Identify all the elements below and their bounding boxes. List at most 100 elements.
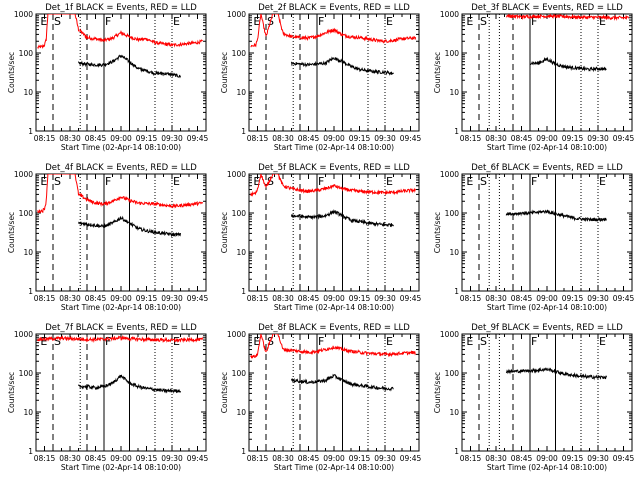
- lld-series-line: [37, 14, 203, 50]
- x-tick-label: 09:15: [562, 134, 584, 143]
- x-tick-label: 09:00: [323, 294, 345, 303]
- flag-e: E: [386, 15, 393, 28]
- flag-e: E: [253, 335, 260, 348]
- x-axis-label: Start Time (02-Apr-14 08:10:00): [274, 303, 394, 312]
- y-tick-label: 10: [23, 88, 33, 97]
- flag-f: F: [531, 175, 537, 188]
- plot-frame: [461, 333, 633, 452]
- plot-frame: [461, 13, 633, 132]
- x-tick-label: 09:15: [349, 454, 371, 463]
- x-tick-label: 09:00: [323, 134, 345, 143]
- panel-title: Det_1f BLACK = Events, RED = LLD: [45, 3, 197, 13]
- x-axis-label: Start Time (02-Apr-14 08:10:00): [61, 143, 181, 152]
- flag-f: F: [531, 335, 537, 348]
- panel-title: Det_9f BLACK = Events, RED = LLD: [471, 323, 623, 333]
- x-tick-label: 09:45: [400, 294, 422, 303]
- x-tick-label: 08:30: [485, 454, 507, 463]
- x-axis-label: Start Time (02-Apr-14 08:10:00): [487, 303, 607, 312]
- x-tick-label: 09:30: [161, 134, 183, 143]
- flag-e: E: [253, 15, 260, 28]
- x-tick-label: 08:15: [460, 454, 482, 463]
- x-tick-label: 09:30: [374, 294, 396, 303]
- x-tick-label: 09:30: [374, 134, 396, 143]
- flag-e: E: [466, 335, 473, 348]
- x-tick-label: 08:30: [272, 454, 294, 463]
- flag-e: E: [599, 175, 606, 188]
- flag-f: F: [105, 335, 111, 348]
- flag-f: F: [531, 15, 537, 28]
- x-tick-label: 08:15: [460, 134, 482, 143]
- plot-frame: [461, 173, 633, 292]
- flag-e: E: [466, 175, 473, 188]
- events-series-line: [291, 373, 394, 392]
- flag-f: F: [318, 175, 324, 188]
- y-tick-label: 1: [454, 127, 459, 136]
- flag-e: E: [386, 175, 393, 188]
- flag-e: E: [173, 15, 180, 28]
- x-tick-label: 08:45: [85, 134, 107, 143]
- y-tick-label: 10: [236, 408, 246, 417]
- x-axis-label: Start Time (02-Apr-14 08:10:00): [61, 303, 181, 312]
- x-tick-label: 08:15: [460, 294, 482, 303]
- events-series-line: [505, 366, 607, 381]
- x-tick-label: 09:45: [187, 134, 209, 143]
- y-tick-label: 10: [236, 248, 246, 257]
- panel-title: Det_4f BLACK = Events, RED = LLD: [45, 163, 197, 173]
- flag-f: F: [105, 175, 111, 188]
- y-axis-label: Counts/sec: [220, 212, 229, 253]
- flag-s: S: [267, 335, 274, 348]
- y-tick-label: 100: [445, 49, 460, 58]
- x-tick-label: 08:45: [85, 454, 107, 463]
- events-series-line: [529, 56, 607, 73]
- y-tick-label: 1: [241, 447, 246, 456]
- x-tick-label: 08:30: [485, 294, 507, 303]
- x-axis-label: Start Time (02-Apr-14 08:10:00): [487, 143, 607, 152]
- panel-title: Det_8f BLACK = Events, RED = LLD: [258, 323, 410, 333]
- x-tick-label: 08:45: [85, 294, 107, 303]
- x-tick-label: 08:45: [298, 134, 320, 143]
- y-tick-label: 10: [449, 408, 459, 417]
- x-tick-label: 09:30: [374, 454, 396, 463]
- x-tick-label: 09:45: [613, 134, 635, 143]
- x-tick-label: 09:00: [536, 134, 558, 143]
- plot-frame: [35, 333, 207, 452]
- flag-s: S: [54, 15, 61, 28]
- x-tick-label: 08:30: [59, 454, 81, 463]
- flag-s: S: [267, 175, 274, 188]
- x-tick-label: 09:15: [349, 294, 371, 303]
- x-tick-label: 08:30: [272, 294, 294, 303]
- x-tick-label: 09:15: [136, 134, 158, 143]
- flag-e: E: [386, 335, 393, 348]
- x-tick-label: 09:45: [613, 454, 635, 463]
- plot-frame: [248, 333, 420, 452]
- y-axis-label: Counts/sec: [7, 52, 16, 93]
- x-tick-label: 09:15: [136, 294, 158, 303]
- flag-e: E: [173, 335, 180, 348]
- y-tick-label: 1000: [227, 10, 246, 19]
- x-tick-label: 09:00: [536, 454, 558, 463]
- lld-series-line: [37, 174, 204, 214]
- panel-title: Det_2f BLACK = Events, RED = LLD: [258, 3, 410, 13]
- x-tick-label: 09:30: [161, 454, 183, 463]
- x-tick-label: 09:45: [613, 294, 635, 303]
- x-tick-label: 08:15: [247, 134, 269, 143]
- y-tick-label: 100: [19, 369, 34, 378]
- y-tick-label: 1: [241, 287, 246, 296]
- x-tick-label: 08:45: [511, 454, 533, 463]
- x-tick-label: 09:15: [136, 454, 158, 463]
- x-tick-label: 09:30: [587, 134, 609, 143]
- x-axis-label: Start Time (02-Apr-14 08:10:00): [274, 143, 394, 152]
- flag-e: E: [173, 175, 180, 188]
- y-tick-label: 100: [232, 209, 247, 218]
- x-tick-label: 08:30: [485, 134, 507, 143]
- y-tick-label: 1000: [14, 330, 33, 339]
- x-tick-label: 09:30: [161, 294, 183, 303]
- y-axis-label: Counts/sec: [433, 212, 442, 253]
- x-tick-label: 09:00: [323, 454, 345, 463]
